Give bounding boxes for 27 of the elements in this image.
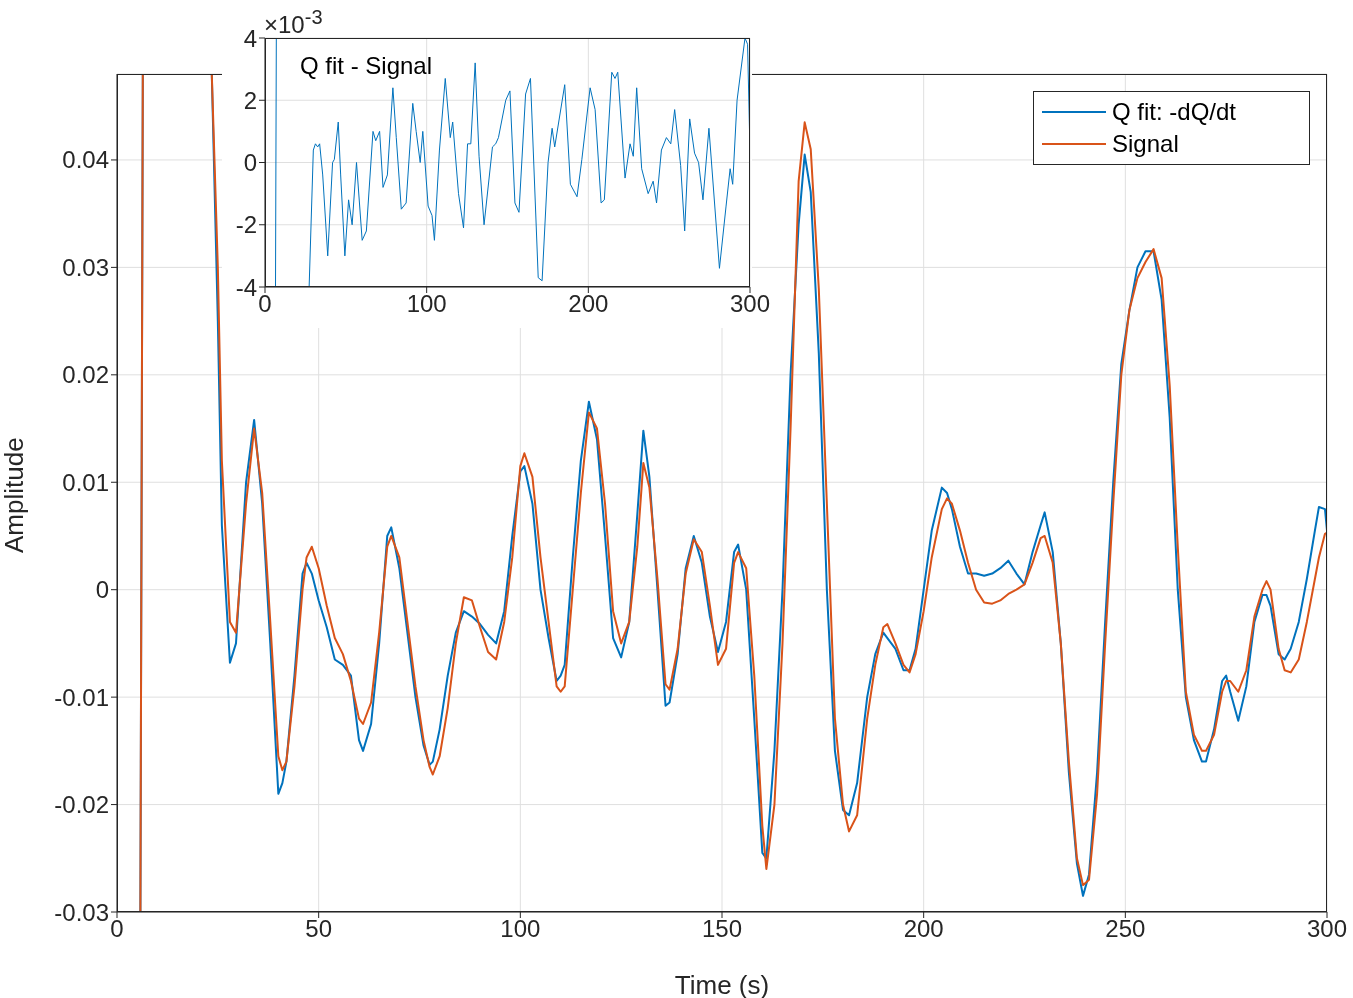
y-tick-label: 0 (243, 149, 257, 177)
y-tick-label: 0.02 (62, 361, 109, 389)
y-tick-label: -0.01 (54, 683, 109, 711)
y-tick-label: 0 (95, 576, 109, 604)
x-tick-label: 200 (903, 915, 944, 943)
legend-label: Q fit: -dQ/dt (1112, 98, 1237, 126)
y-tick-label: -4 (235, 273, 257, 301)
y-tick-label: -2 (235, 211, 257, 239)
x-tick-label: 250 (1105, 915, 1146, 943)
x-tick-label: 200 (568, 290, 609, 318)
x-tick-label: 100 (500, 915, 541, 943)
y-tick-label: -0.03 (54, 898, 109, 926)
x-tick-label: 100 (406, 290, 447, 318)
y-tick-label: 0.03 (62, 253, 109, 281)
y-tick-label: -0.02 (54, 791, 109, 819)
y-tick-label: 4 (243, 24, 257, 52)
legend-label: Signal (1112, 130, 1179, 158)
y-tick-label: 2 (243, 86, 257, 114)
x-tick-label: 150 (701, 915, 743, 943)
y-tick-label: 0.01 (62, 468, 109, 496)
x-tick-label: 300 (729, 290, 771, 318)
x-tick-label: 50 (305, 915, 333, 943)
text: Q fit - Signal (300, 52, 433, 80)
y-axis-title: Amplitude (0, 437, 30, 553)
y-tick-label: 0.04 (62, 146, 109, 174)
annotation: ×10$^{-3}$ (264, 5, 323, 40)
x-tick-label: 300 (1306, 915, 1348, 943)
